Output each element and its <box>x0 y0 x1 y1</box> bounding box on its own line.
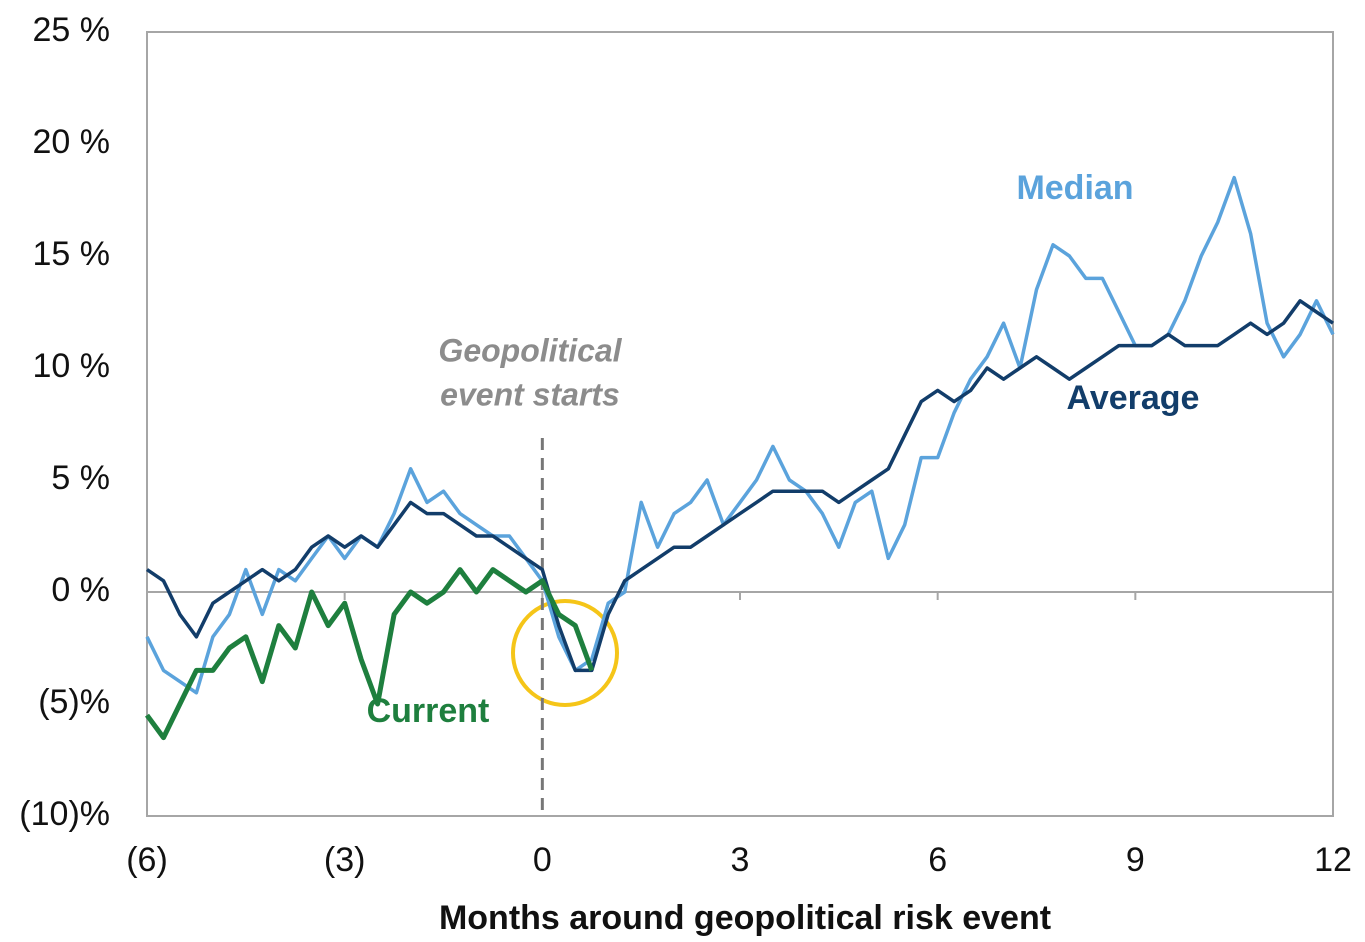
y-tick-label: 10 % <box>33 347 111 385</box>
y-tick-label: (5)% <box>38 683 110 721</box>
series-label: Median <box>1016 169 1133 207</box>
y-tick-label: 5 % <box>51 459 110 497</box>
plot-frame <box>146 31 1334 817</box>
annotation: event starts <box>440 376 620 412</box>
series-label: Average <box>1067 379 1200 417</box>
x-tick-label: 0 <box>533 841 552 879</box>
x-tick-label: 12 <box>1314 841 1352 879</box>
x-axis-label: Months around geopolitical risk event <box>439 899 1051 937</box>
y-tick-label: (10)% <box>19 795 110 833</box>
x-tick-label: 9 <box>1126 841 1145 879</box>
y-tick-label: 15 % <box>33 235 111 273</box>
x-tick-label: 3 <box>731 841 750 879</box>
y-tick-label: 20 % <box>33 123 111 161</box>
series-line <box>144 567 595 741</box>
series-label: Current <box>367 692 490 730</box>
x-tick-label: (6) <box>126 841 168 879</box>
y-tick-label: 0 % <box>51 571 110 609</box>
annotation: Geopolitical <box>438 332 622 368</box>
series-line <box>146 299 1334 673</box>
y-tick-label: 25 % <box>33 11 111 49</box>
highlight-circle <box>511 599 619 707</box>
x-tick-label: 6 <box>928 841 947 879</box>
x-tick-label: (3) <box>324 841 366 879</box>
